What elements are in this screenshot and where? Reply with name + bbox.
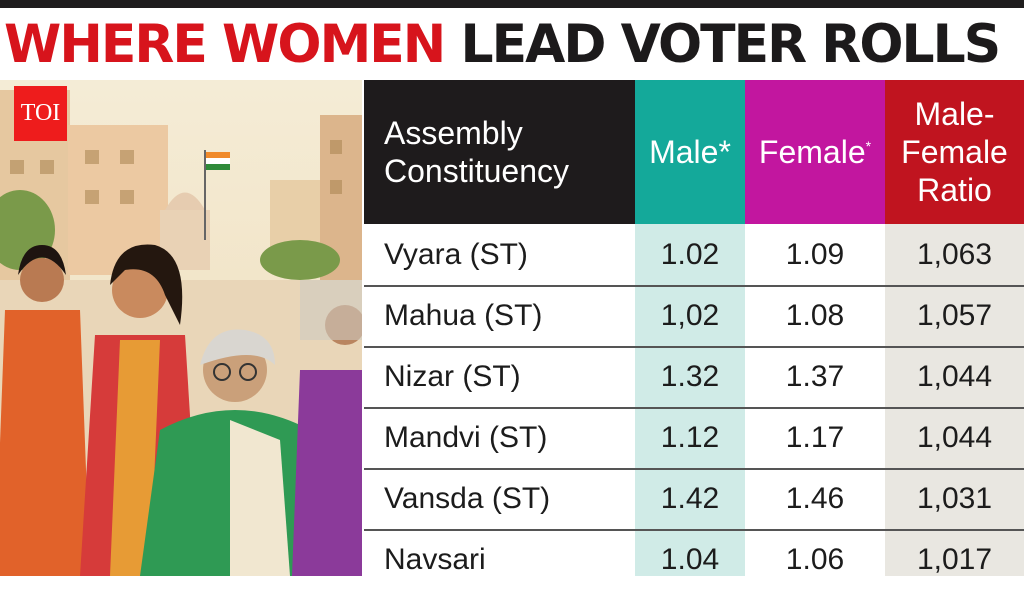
female-cell: 1.37 [785, 360, 845, 393]
male-cell: 1,02 [660, 299, 720, 332]
header-constituency: Assembly Constituency [364, 80, 635, 224]
constituency-cell: Vansda (ST) [384, 482, 551, 515]
table-row: Vansda (ST) 1.42 1.46 1,031 [364, 468, 1024, 531]
header-male: Male* [635, 80, 745, 224]
male-cell: 1.12 [660, 421, 720, 454]
male-column-bg [635, 224, 745, 576]
constituency-cell: Nizar (ST) [384, 360, 521, 393]
male-cell: 1.42 [660, 482, 720, 515]
table-row: Mandvi (ST) 1.12 1.17 1,044 [364, 407, 1024, 470]
constituency-cell: Navsari [384, 543, 486, 576]
ratio-cell: 1,044 [916, 360, 993, 393]
constituency-cell: Mandvi (ST) [384, 421, 548, 454]
headline: WHERE WOMEN LEAD VOTER ROLLS [4, 14, 1001, 76]
constituency-cell: Vyara (ST) [384, 238, 528, 271]
male-cell: 1.04 [660, 543, 720, 576]
headline-red: WHERE WOMEN [4, 14, 446, 75]
female-cell: 1.08 [785, 299, 845, 332]
ratio-cell: 1,017 [916, 543, 993, 576]
header-ratio: Male-Female Ratio [885, 80, 1024, 224]
voter-roll-table: Assembly Constituency Male* Female * Male… [364, 80, 1024, 576]
top-bar [0, 0, 1024, 8]
female-cell: 1.06 [785, 543, 845, 576]
ratio-cell: 1,063 [916, 238, 993, 271]
ratio-cell: 1,031 [916, 482, 993, 515]
ratio-column-bg [885, 224, 1024, 576]
female-cell: 1.17 [785, 421, 845, 454]
male-cell: 1.32 [660, 360, 720, 393]
table-row: Navsari 1.04 1.06 1,017 [364, 529, 1024, 590]
constituency-cell: Mahua (ST) [384, 299, 543, 332]
table-row: Vyara (ST) 1.02 1.09 1,063 [364, 224, 1024, 287]
male-cell: 1.02 [660, 238, 720, 271]
ratio-cell: 1,057 [916, 299, 993, 332]
header-female: Female * [745, 80, 885, 224]
ratio-cell: 1,044 [916, 421, 993, 454]
female-cell: 1.46 [785, 482, 845, 515]
table-row: Nizar (ST) 1.32 1.37 1,044 [364, 346, 1024, 409]
headline-black: LEAD VOTER ROLLS [444, 14, 1001, 75]
women-voters-illustration [0, 80, 362, 576]
female-asterisk: * [865, 138, 872, 154]
female-cell: 1.09 [785, 238, 845, 271]
table-row: Mahua (ST) 1,02 1.08 1,057 [364, 285, 1024, 348]
toi-logo: TOI [14, 86, 67, 141]
header-male-label: Male* [649, 134, 731, 170]
header-female-label: Female [758, 134, 866, 170]
